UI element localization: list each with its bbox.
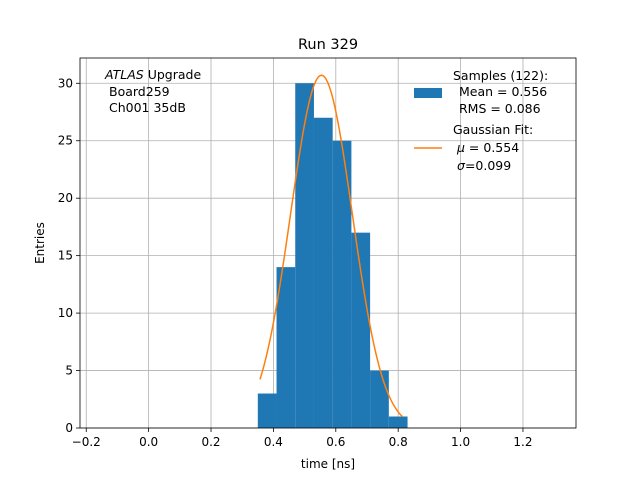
legend-fit-heading: Gaussian Fit:	[453, 122, 533, 137]
x-axis-title: time [ns]	[301, 457, 355, 471]
y-tick-label-4: 20	[58, 191, 73, 205]
histogram-bar-4	[332, 140, 352, 429]
legend-samples-mean: Mean = 0.556	[455, 84, 547, 99]
y-tick-label-6: 30	[58, 76, 73, 90]
legend-samples-heading: Samples (122):	[453, 68, 548, 83]
y-tick-label-5: 25	[58, 134, 73, 148]
histogram-bar-2	[295, 83, 314, 428]
histogram-bar-5	[351, 232, 371, 428]
x-axis-ticks: −0.2 0.0 0.2 0.4 0.6 0.8 1.0 1.2	[72, 428, 533, 449]
plot-frame	[79, 57, 577, 429]
legend: Samples (122): Mean = 0.556 RMS = 0.086 …	[414, 68, 548, 173]
x-tick-label-5: 0.8	[389, 435, 408, 449]
y-tick-label-0: 0	[65, 421, 73, 435]
annotation-channel: Ch001 35dB	[109, 100, 186, 115]
x-tick-label-7: 1.2	[513, 435, 532, 449]
legend-samples-rms: RMS = 0.086	[455, 101, 541, 116]
annotation-box: ATLAS Upgrade Board259 Ch001 35dB	[104, 67, 201, 115]
legend-fit-sigma: σ=0.099	[457, 158, 511, 173]
histogram-bar-3	[313, 117, 333, 428]
annotation-board: Board259	[109, 84, 170, 99]
legend-samples-swatch	[414, 88, 442, 98]
histogram-bar-1	[276, 267, 296, 428]
x-tick-label-4: 0.6	[326, 435, 345, 449]
histogram-bar-7	[388, 416, 408, 428]
annotation-line-1: ATLAS Upgrade	[104, 67, 201, 82]
histogram-bar-0	[257, 393, 277, 428]
y-axis-ticks: 0 5 10 15 20 25 30	[58, 76, 80, 435]
x-tick-label-0: −0.2	[72, 435, 101, 449]
x-tick-label-1: 0.0	[139, 435, 158, 449]
y-axis-title: Entries	[33, 222, 47, 264]
chart-title: Run 329	[298, 37, 358, 53]
histogram-bar-6	[370, 370, 389, 428]
y-tick-label-2: 10	[58, 306, 73, 320]
legend-fit-mu: μ = 0.554	[456, 140, 519, 155]
y-tick-label-3: 15	[58, 249, 73, 263]
gaussian-fit-curve	[259, 74, 403, 418]
histogram-bars	[257, 83, 408, 429]
x-tick-label-3: 0.4	[264, 435, 283, 449]
x-tick-label-2: 0.2	[201, 435, 220, 449]
x-tick-label-6: 1.0	[451, 435, 470, 449]
y-tick-label-1: 5	[65, 364, 73, 378]
